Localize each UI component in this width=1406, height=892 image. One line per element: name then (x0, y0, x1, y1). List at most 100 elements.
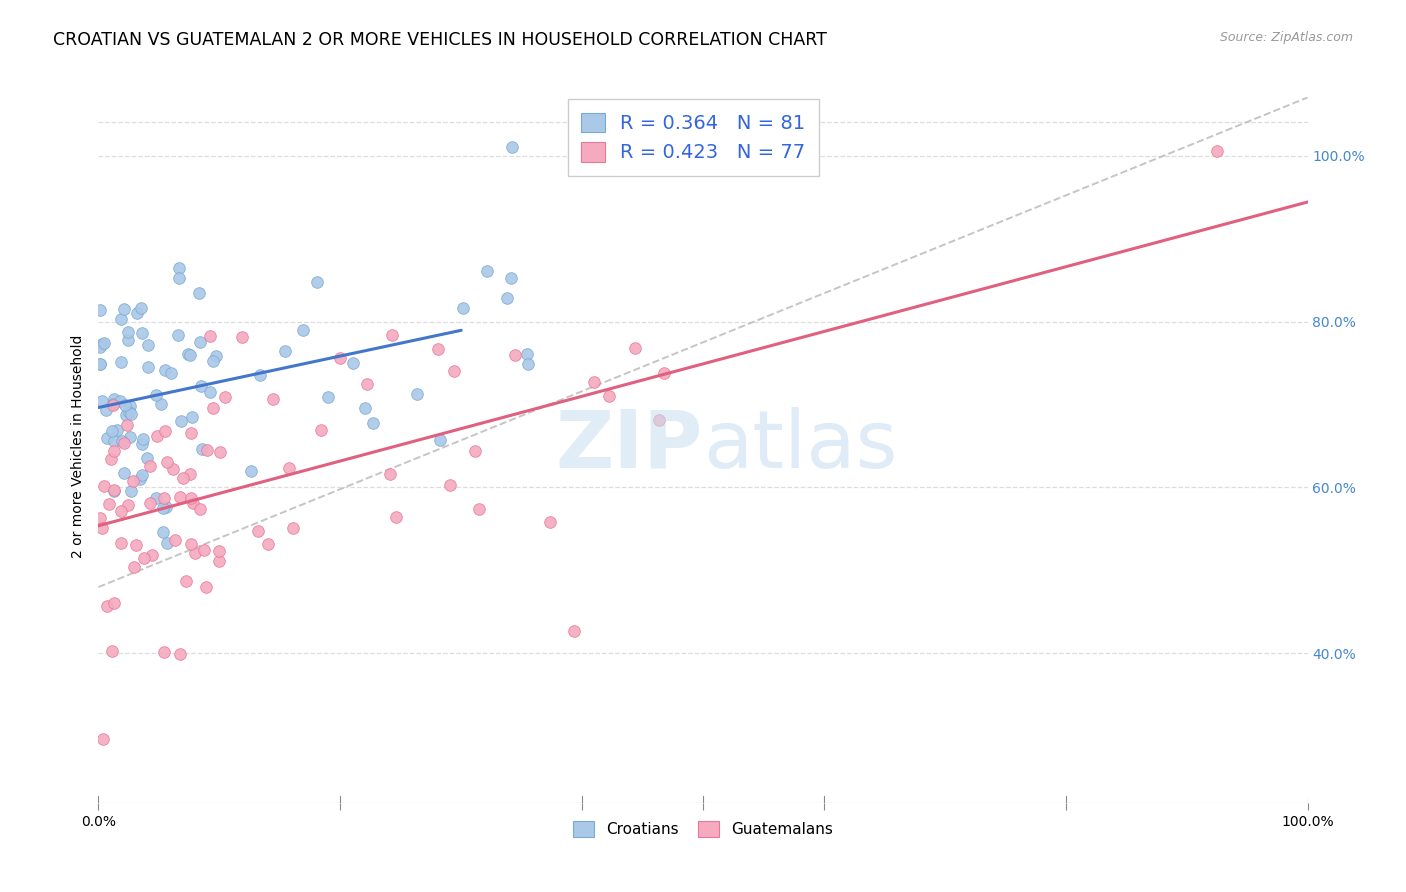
Point (110, 536, 132, 550)
Point (180, 409, 202, 424)
Point (564, 624, 586, 638)
Point (464, 444, 486, 458)
Point (183, 496, 205, 510)
Point (475, 264, 498, 278)
Point (117, 334, 139, 348)
Point (90, 336, 112, 351)
Point (381, 328, 404, 343)
Point (426, 343, 449, 357)
Point (468, 502, 491, 516)
Point (146, 429, 169, 443)
Point (131, 326, 153, 340)
Point (89, 357, 111, 371)
Point (136, 359, 159, 374)
Point (156, 535, 179, 549)
Point (111, 434, 134, 448)
Point (165, 533, 187, 547)
Point (160, 367, 183, 381)
Legend: Croatians, Guatemalans: Croatians, Guatemalans (565, 814, 841, 845)
Point (405, 387, 427, 401)
Point (96, 599, 118, 613)
Point (132, 551, 155, 566)
Point (145, 491, 167, 505)
Point (131, 437, 153, 451)
Point (361, 416, 384, 430)
Point (112, 435, 135, 450)
Point (538, 515, 561, 529)
Point (177, 347, 200, 361)
Point (516, 357, 538, 371)
Point (129, 301, 152, 316)
Point (180, 425, 202, 440)
Y-axis label: 2 or more Vehicles in Household: 2 or more Vehicles in Household (72, 334, 86, 558)
Point (110, 354, 132, 368)
Point (152, 524, 174, 539)
Point (169, 647, 191, 661)
Point (139, 458, 162, 473)
Point (214, 390, 236, 404)
Point (624, 341, 647, 355)
Point (501, 140, 523, 154)
Text: CROATIAN VS GUATEMALAN 2 OR MORE VEHICLES IN HOUSEHOLD CORRELATION CHART: CROATIAN VS GUATEMALAN 2 OR MORE VEHICLE… (53, 31, 827, 49)
Point (155, 500, 177, 515)
Point (118, 404, 141, 418)
Point (240, 465, 263, 479)
Point (443, 364, 465, 378)
Point (145, 388, 167, 402)
Point (205, 349, 228, 363)
Point (598, 389, 620, 403)
Point (207, 554, 229, 568)
Point (263, 392, 285, 407)
Point (100, 424, 122, 438)
Text: atlas: atlas (703, 407, 897, 485)
Point (96, 431, 118, 445)
Point (139, 496, 162, 510)
Point (179, 467, 201, 481)
Point (136, 338, 159, 352)
Point (342, 356, 364, 370)
Point (292, 323, 315, 337)
Point (246, 524, 269, 538)
Text: Source: ZipAtlas.com: Source: ZipAtlas.com (1219, 31, 1353, 45)
Point (208, 544, 231, 558)
Point (429, 434, 451, 448)
Point (141, 548, 163, 562)
Point (128, 472, 150, 486)
Point (202, 401, 225, 415)
Point (309, 423, 332, 437)
Point (156, 454, 179, 468)
Point (110, 393, 132, 408)
Point (124, 538, 146, 552)
Point (153, 491, 176, 505)
Point (652, 367, 675, 381)
Point (93, 479, 115, 493)
Point (329, 351, 352, 365)
Point (167, 271, 190, 285)
Point (180, 537, 202, 551)
Point (378, 467, 401, 481)
Point (103, 434, 125, 449)
Point (132, 433, 155, 447)
Point (153, 645, 176, 659)
Point (120, 484, 142, 499)
Point (110, 503, 132, 517)
Point (316, 390, 339, 404)
Point (131, 468, 153, 483)
Point (198, 329, 221, 343)
Point (648, 413, 671, 427)
Point (179, 348, 201, 362)
Point (153, 363, 176, 377)
Point (439, 478, 461, 492)
Point (89, 341, 111, 355)
Point (202, 354, 225, 368)
Text: ZIP: ZIP (555, 407, 703, 485)
Point (208, 445, 231, 459)
Point (172, 471, 194, 485)
Point (89, 511, 111, 525)
Point (1206, 145, 1229, 159)
Point (112, 301, 135, 316)
Point (249, 368, 271, 382)
Point (256, 537, 278, 551)
Point (191, 442, 214, 456)
Point (96, 403, 118, 417)
